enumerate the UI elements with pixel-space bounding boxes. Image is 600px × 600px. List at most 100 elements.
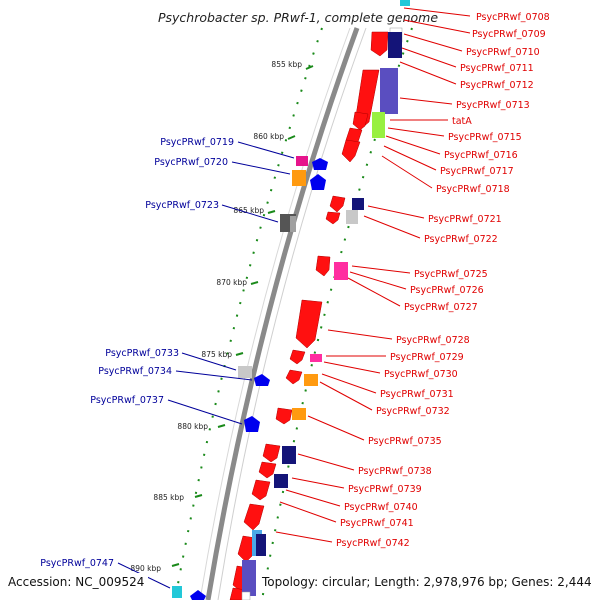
gene-arrow-reverse	[254, 374, 270, 386]
tick-ring-outer	[261, 27, 413, 600]
gene-label: PsycPRwf_0732	[376, 406, 450, 417]
gene-label: PsycPRwf_0733	[105, 348, 179, 359]
gene-arrow	[295, 299, 323, 349]
tick-label: 870 kbp	[216, 278, 247, 287]
leader-line	[383, 145, 437, 171]
feature-block	[388, 32, 402, 58]
gene-arrow	[352, 111, 369, 131]
feature-block	[352, 198, 364, 210]
leader-line	[403, 33, 463, 52]
feature-block	[304, 374, 318, 386]
gene-arrow-reverse	[310, 174, 326, 190]
footer-right-bg	[258, 573, 594, 591]
gene-label: PsycPRwf_0711	[460, 63, 534, 74]
kbp-ticks: 855 kbp 860 kbp 865 kbp 870 kbp 875 kbp …	[130, 60, 314, 573]
feature-blocks	[241, 0, 410, 600]
leader-line	[279, 501, 337, 523]
tick-mark	[194, 494, 203, 498]
leader-line	[381, 155, 433, 189]
tick-mark	[267, 210, 276, 214]
gene-arrow	[329, 195, 346, 213]
tick-label: 865 kbp	[233, 206, 264, 215]
leader-line	[387, 127, 445, 137]
footer-left-bg	[4, 573, 148, 591]
gene-arrow	[315, 255, 331, 277]
gene-arrow-reverse	[190, 590, 206, 600]
gene-block	[290, 216, 296, 232]
tick-mark	[305, 65, 314, 70]
gene-block	[238, 366, 252, 378]
forward-strand-genes	[229, 31, 389, 600]
leader-line	[167, 399, 243, 425]
gene-arrow	[262, 443, 281, 463]
gene-label: PsycPRwf_0717	[440, 166, 514, 177]
leader-line	[367, 205, 425, 219]
gene-label: PsycPRwf_0729	[390, 352, 464, 363]
gene-label: PsycPRwf_0712	[460, 80, 534, 91]
tick-mark	[250, 281, 259, 285]
tick-label: 885 kbp	[153, 493, 184, 502]
gene-label: PsycPRwf_0740	[344, 502, 418, 513]
feature-block	[242, 560, 256, 596]
genome-summary-text: Topology: circular; Length: 2,978,976 bp…	[261, 575, 592, 589]
gene-label: PsycPRwf_0725	[414, 269, 488, 280]
leader-line	[401, 47, 457, 68]
leader-line	[399, 61, 457, 85]
leader-line	[285, 489, 341, 507]
feature-block	[282, 446, 296, 464]
tick-label: 860 kbp	[253, 132, 284, 141]
leader-line	[363, 215, 421, 239]
leader-line	[175, 370, 253, 381]
tick-label: 890 kbp	[130, 564, 161, 573]
tick-label: 855 kbp	[271, 60, 302, 69]
tick-mark	[171, 563, 180, 567]
gene-label: PsycPRwf_0709	[472, 29, 546, 40]
backbone-edge-right	[217, 27, 367, 600]
gene-arrow-reverse	[244, 416, 260, 432]
leader-line	[347, 277, 401, 307]
leader-line	[349, 271, 407, 290]
leader-line	[399, 97, 453, 105]
leader-line	[297, 453, 355, 471]
gene-arrow	[251, 479, 271, 501]
gene-arrow	[243, 503, 265, 531]
feature-block	[346, 210, 358, 224]
gene-label: PsycPRwf_0722	[424, 234, 498, 245]
feature-block	[380, 68, 398, 114]
leader-line	[403, 7, 471, 17]
gene-label: PsycPRwf_0715	[448, 132, 522, 143]
gene-arrow	[258, 461, 277, 479]
gene-arrow	[325, 211, 341, 225]
accession-text: Accession: NC_009524	[8, 575, 144, 589]
leader-line	[291, 477, 345, 489]
gene-label: PsycPRwf_0721	[428, 214, 502, 225]
gene-label: PsycPRwf_0737	[90, 395, 164, 406]
tick-label: 880 kbp	[177, 422, 208, 431]
feature-block	[372, 112, 385, 138]
leader-line	[403, 19, 471, 34]
leader-line	[351, 265, 411, 274]
gene-label: PsycPRwf_0713	[456, 100, 530, 111]
map-title: Psychrobacter sp. PRwf-1, complete genom…	[158, 10, 438, 25]
gene-label: PsycPRwf_0741	[340, 518, 414, 529]
gene-label: PsycPRwf_0726	[410, 285, 484, 296]
leader-line	[319, 381, 373, 411]
tick-mark	[235, 352, 244, 356]
leader-line	[275, 531, 333, 543]
tick-mark	[287, 135, 296, 140]
backbone-arc	[205, 27, 360, 600]
feature-block	[241, 591, 251, 600]
gene-label: PsycPRwf_0727	[404, 302, 478, 313]
gene-label: PsycPRwf_0720	[154, 157, 228, 168]
feature-block	[400, 0, 410, 6]
gene-label: PsycPRwf_0742	[336, 538, 410, 549]
gene-label: PsycPRwf_0731	[380, 389, 454, 400]
gene-label: tatA	[452, 116, 472, 127]
feature-block	[274, 474, 288, 488]
gene-arrow	[289, 349, 306, 365]
gene-label: PsycPRwf_0716	[444, 150, 518, 161]
tick-label: 875 kbp	[201, 350, 232, 359]
gene-arrow	[285, 369, 303, 385]
gene-block	[172, 586, 182, 598]
